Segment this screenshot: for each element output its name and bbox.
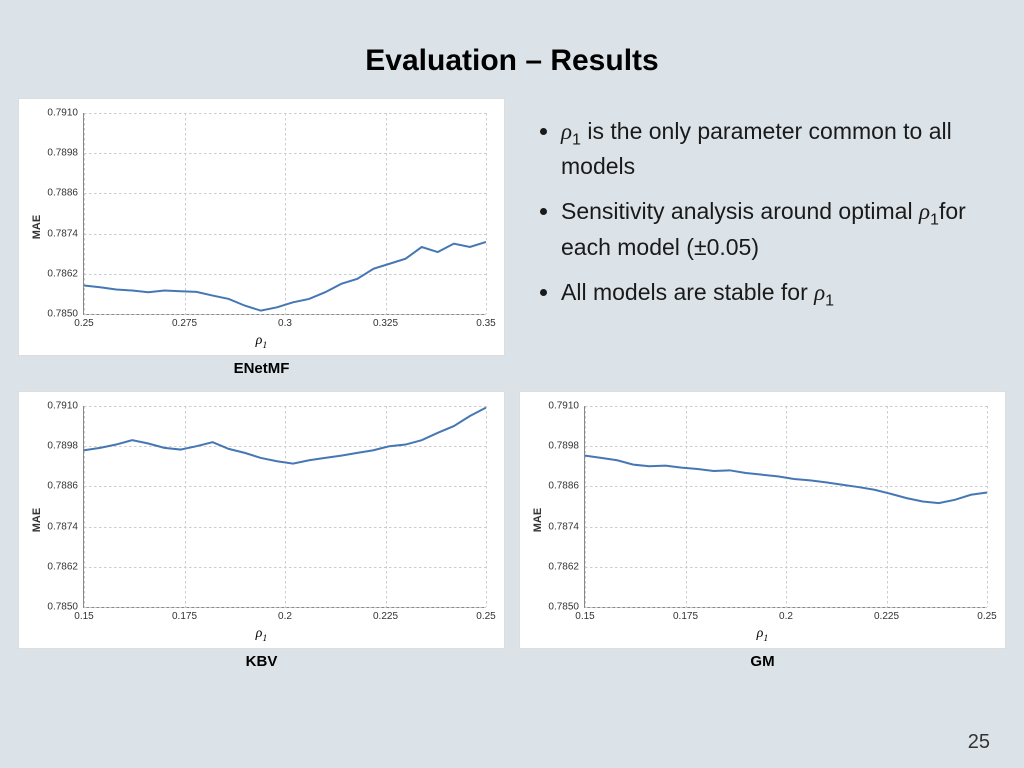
xtick: 0.25 bbox=[977, 611, 996, 622]
ytick: 0.7862 bbox=[548, 561, 579, 572]
chart-gm-cell: 0.78500.78620.78740.78860.78980.79100.15… bbox=[519, 391, 1006, 670]
ytick: 0.7874 bbox=[548, 521, 579, 532]
ytick: 0.7886 bbox=[548, 481, 579, 492]
chart-enetmf: 0.78500.78620.78740.78860.78980.79100.25… bbox=[18, 98, 505, 356]
chart-line bbox=[84, 406, 486, 607]
ylabel: MAE bbox=[31, 508, 43, 532]
xtick: 0.25 bbox=[476, 611, 495, 622]
bullet-1: ρ1 is the only parameter common to all m… bbox=[561, 116, 998, 182]
chart-enetmf-label: ENetMF bbox=[18, 356, 505, 377]
xtick: 0.2 bbox=[278, 611, 292, 622]
xlabel: ρ1 bbox=[256, 333, 268, 351]
xtick: 0.225 bbox=[373, 611, 398, 622]
ytick: 0.7898 bbox=[47, 148, 78, 159]
chart-gm: 0.78500.78620.78740.78860.78980.79100.15… bbox=[519, 391, 1006, 649]
xtick: 0.15 bbox=[74, 611, 93, 622]
ytick: 0.7874 bbox=[47, 521, 78, 532]
xtick: 0.275 bbox=[172, 318, 197, 329]
bullet-2: Sensitivity analysis around optimal ρ1fo… bbox=[561, 196, 998, 262]
page-number: 25 bbox=[968, 731, 990, 754]
ytick: 0.7910 bbox=[47, 401, 78, 412]
xtick: 0.175 bbox=[172, 611, 197, 622]
chart-line bbox=[585, 406, 987, 607]
chart-line bbox=[84, 113, 486, 314]
bullet-panel: ρ1 is the only parameter common to all m… bbox=[519, 98, 1006, 377]
slide-title: Evaluation – Results bbox=[0, 0, 1024, 90]
chart-kbv-cell: 0.78500.78620.78740.78860.78980.79100.15… bbox=[18, 391, 505, 670]
ytick: 0.7898 bbox=[548, 441, 579, 452]
bullet-3: All models are stable for ρ1 bbox=[561, 277, 998, 312]
xtick: 0.25 bbox=[74, 318, 93, 329]
xtick: 0.2 bbox=[779, 611, 793, 622]
xlabel: ρ1 bbox=[256, 626, 268, 644]
ytick: 0.7898 bbox=[47, 441, 78, 452]
ylabel: MAE bbox=[31, 215, 43, 239]
ylabel: MAE bbox=[532, 508, 544, 532]
content-grid: 0.78500.78620.78740.78860.78980.79100.25… bbox=[0, 90, 1024, 670]
ytick: 0.7862 bbox=[47, 268, 78, 279]
ytick: 0.7874 bbox=[47, 228, 78, 239]
ytick: 0.7910 bbox=[47, 108, 78, 119]
xtick: 0.3 bbox=[278, 318, 292, 329]
chart-enetmf-cell: 0.78500.78620.78740.78860.78980.79100.25… bbox=[18, 98, 505, 377]
chart-kbv-label: KBV bbox=[18, 649, 505, 670]
xtick: 0.175 bbox=[673, 611, 698, 622]
xtick: 0.325 bbox=[373, 318, 398, 329]
ytick: 0.7910 bbox=[548, 401, 579, 412]
chart-gm-label: GM bbox=[519, 649, 1006, 670]
ytick: 0.7886 bbox=[47, 481, 78, 492]
xlabel: ρ1 bbox=[757, 626, 769, 644]
xtick: 0.15 bbox=[575, 611, 594, 622]
chart-kbv: 0.78500.78620.78740.78860.78980.79100.15… bbox=[18, 391, 505, 649]
xtick: 0.225 bbox=[874, 611, 899, 622]
ytick: 0.7862 bbox=[47, 561, 78, 572]
xtick: 0.35 bbox=[476, 318, 495, 329]
ytick: 0.7886 bbox=[47, 188, 78, 199]
